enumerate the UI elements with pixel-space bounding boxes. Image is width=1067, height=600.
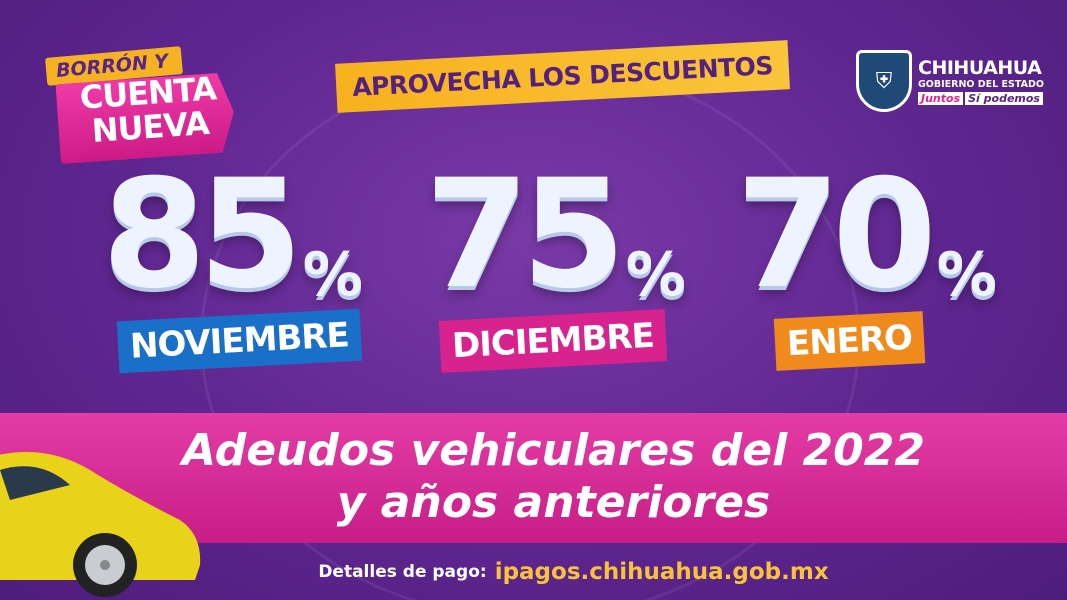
month-enero: ENERO — [773, 311, 926, 371]
discount-75: 75% — [425, 148, 686, 322]
discount-70: 70% — [736, 148, 997, 322]
payment-details: Detalles de pago: ipagos.chihuahua.gob.m… — [0, 543, 1067, 600]
government-logo: ⛨ CHIHUAHUA GOBIERNO DEL ESTADO Juntos S… — [856, 50, 1044, 112]
car-icon — [0, 452, 201, 597]
payment-label: Detalles de pago: — [318, 561, 487, 582]
strip-line-2: y años anteriores — [336, 477, 771, 528]
payment-url-link[interactable]: ipagos.chihuahua.gob.mx — [494, 558, 829, 585]
slogan-si-podemos: Sí podemos — [965, 92, 1043, 105]
shield-icon: ⛨ — [856, 50, 912, 112]
strip-text: Adeudos vehiculares del 2022 y años ante… — [0, 425, 1067, 529]
logo-subtitle: GOBIERNO DEL ESTADO — [918, 79, 1044, 90]
logo-name: CHIHUAHUA — [918, 57, 1042, 79]
cuenta-nueva-label: CUENTA NUEVA — [78, 69, 218, 150]
discount-85: 85% — [102, 148, 363, 322]
strip-line-1: Adeudos vehiculares del 2022 — [182, 425, 925, 476]
slogan-juntos: Juntos — [918, 92, 964, 105]
